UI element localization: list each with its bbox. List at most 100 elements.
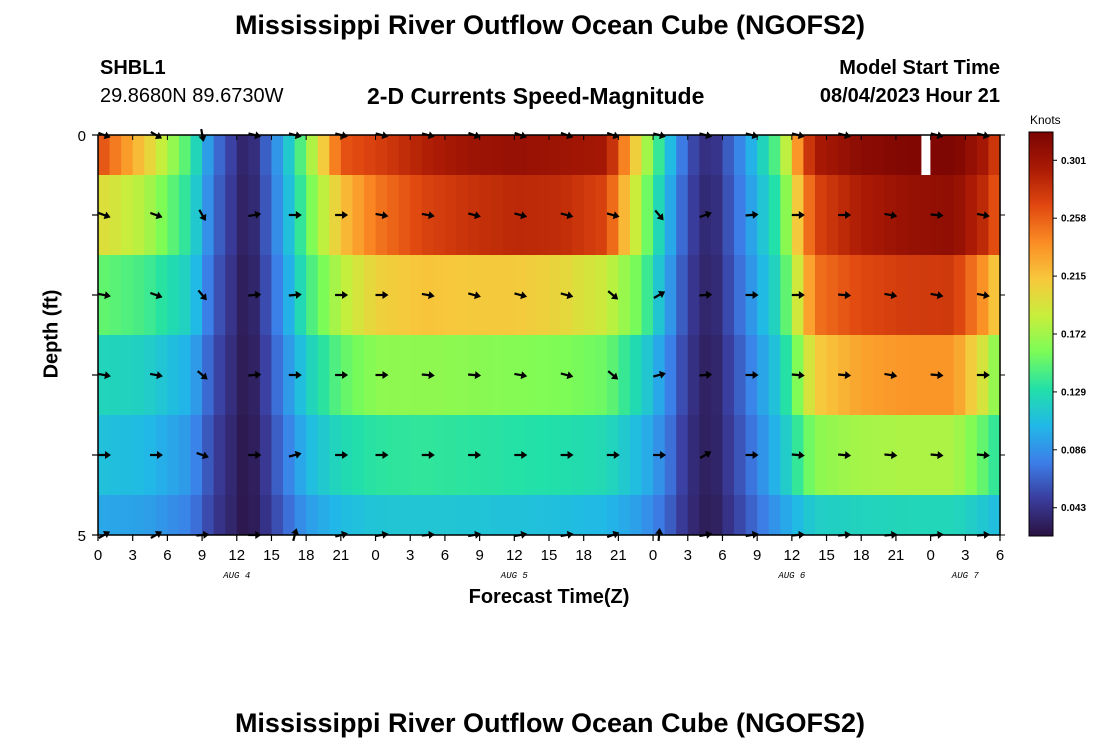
- heatmap-cell: [248, 135, 261, 175]
- heatmap-cell: [421, 135, 434, 175]
- heatmap-cell: [953, 415, 966, 495]
- x-tick-label: 15: [818, 547, 835, 564]
- heatmap-cell: [641, 135, 654, 175]
- heatmap-cell: [988, 255, 1001, 335]
- heatmap-cell: [907, 135, 920, 175]
- heatmap-cell: [687, 255, 700, 335]
- heatmap-cell: [491, 335, 504, 415]
- heatmap-cell: [132, 175, 145, 255]
- heatmap-cell: [560, 135, 573, 175]
- heatmap-cell: [329, 135, 342, 175]
- heatmap-cell: [618, 495, 631, 535]
- current-vector-arrow: [745, 451, 759, 459]
- heatmap-cell: [155, 495, 168, 535]
- heatmap-cell: [757, 135, 770, 175]
- heatmap-cell: [895, 495, 909, 535]
- heatmap-cell: [965, 175, 978, 255]
- heatmap-cell: [722, 255, 735, 335]
- arrow-head: [295, 371, 302, 379]
- missing-data-cell: [921, 135, 931, 175]
- heatmap-cell: [283, 495, 296, 535]
- current-vector-arrow: [97, 291, 111, 300]
- heatmap-cell: [98, 135, 111, 175]
- heatmap-cell: [525, 335, 539, 415]
- arrow-head: [890, 211, 898, 220]
- heatmap-cell: [167, 175, 180, 255]
- current-vector-arrow: [976, 291, 990, 300]
- heatmap-cell: [456, 335, 469, 415]
- heatmap-cell: [722, 495, 735, 535]
- x-axis-label: Forecast Time(Z): [468, 586, 630, 608]
- heatmap-cell: [294, 415, 307, 495]
- heatmap-cell: [456, 415, 469, 495]
- heatmap-cell: [965, 135, 978, 175]
- heatmap-cell: [259, 495, 273, 535]
- arrow-head: [983, 451, 990, 460]
- heatmap-cell: [930, 495, 943, 535]
- x-tick-label: 6: [996, 547, 1004, 564]
- date-label: AUG 4: [222, 571, 250, 581]
- heatmap-cell: [236, 495, 249, 535]
- heatmap-cell: [225, 135, 238, 175]
- heatmap-cell: [306, 255, 319, 335]
- heatmap-cell: [734, 175, 747, 255]
- heatmap-cell: [317, 175, 330, 255]
- heatmap-cell: [121, 175, 134, 255]
- heatmap-cell: [259, 135, 273, 175]
- arrow-head: [342, 291, 349, 299]
- heatmap-cell: [317, 255, 330, 335]
- heatmap-cell: [433, 335, 446, 415]
- heatmap-cell: [213, 175, 226, 255]
- heatmap-cell: [444, 415, 458, 495]
- current-vector-arrow: [976, 211, 990, 220]
- current-vector-arrow: [745, 210, 759, 219]
- current-vector-arrow: [421, 451, 435, 459]
- heatmap-cell: [283, 415, 296, 495]
- heatmap-cell: [814, 415, 828, 495]
- heatmap-cell: [687, 175, 700, 255]
- colorbar: 0.043 0.086 0.129 0.172 0.215 0.258 0.301: [1028, 131, 1086, 537]
- heatmap-cells: [98, 135, 1001, 535]
- arrow-head: [201, 451, 209, 460]
- heatmap-cell: [606, 135, 619, 175]
- heatmap-cell: [132, 495, 145, 535]
- heatmap-cell: [144, 175, 157, 255]
- heatmap-cell: [572, 415, 585, 495]
- heatmap-cell: [202, 335, 215, 415]
- heatmap-cell: [144, 135, 157, 175]
- heatmap-cell: [387, 255, 400, 335]
- arrow-head: [844, 371, 852, 380]
- heatmap-cell: [456, 495, 469, 535]
- arrow-head: [798, 291, 805, 299]
- current-vector-arrow: [97, 211, 111, 220]
- current-vector-arrow: [248, 210, 262, 219]
- heatmap-cell: [433, 495, 446, 535]
- heatmap-cell: [155, 335, 168, 415]
- current-vector-arrow: [654, 209, 664, 221]
- heatmap-cell: [919, 415, 932, 495]
- heatmap-cell: [549, 415, 562, 495]
- heatmap-cell: [502, 135, 515, 175]
- arrow-head: [845, 211, 852, 219]
- heatmap-cell: [872, 335, 885, 415]
- heatmap-cell: [549, 135, 562, 175]
- heatmap-cell: [248, 495, 261, 535]
- arrow-head: [704, 210, 712, 219]
- colorbar-tick-label: 0.086: [1061, 445, 1086, 456]
- x-tick-label: 18: [853, 547, 870, 564]
- chart-title: Mississippi River Outflow Ocean Cube (NG…: [234, 10, 866, 40]
- arrow-head: [342, 451, 349, 459]
- heatmap-cell: [861, 175, 874, 255]
- heatmap-cell: [687, 495, 700, 535]
- current-vector-arrow: [198, 209, 207, 222]
- x-tick-label: 21: [610, 547, 627, 564]
- heatmap-cell: [167, 335, 180, 415]
- heatmap-cell: [734, 495, 747, 535]
- heatmap-cell: [202, 255, 215, 335]
- heatmap-cell: [190, 135, 203, 175]
- current-vector-arrow: [514, 211, 528, 220]
- heatmap-cell: [537, 135, 550, 175]
- heatmap-cell: [826, 335, 839, 415]
- current-vector-arrow: [335, 451, 349, 459]
- heatmap-cell: [236, 415, 249, 495]
